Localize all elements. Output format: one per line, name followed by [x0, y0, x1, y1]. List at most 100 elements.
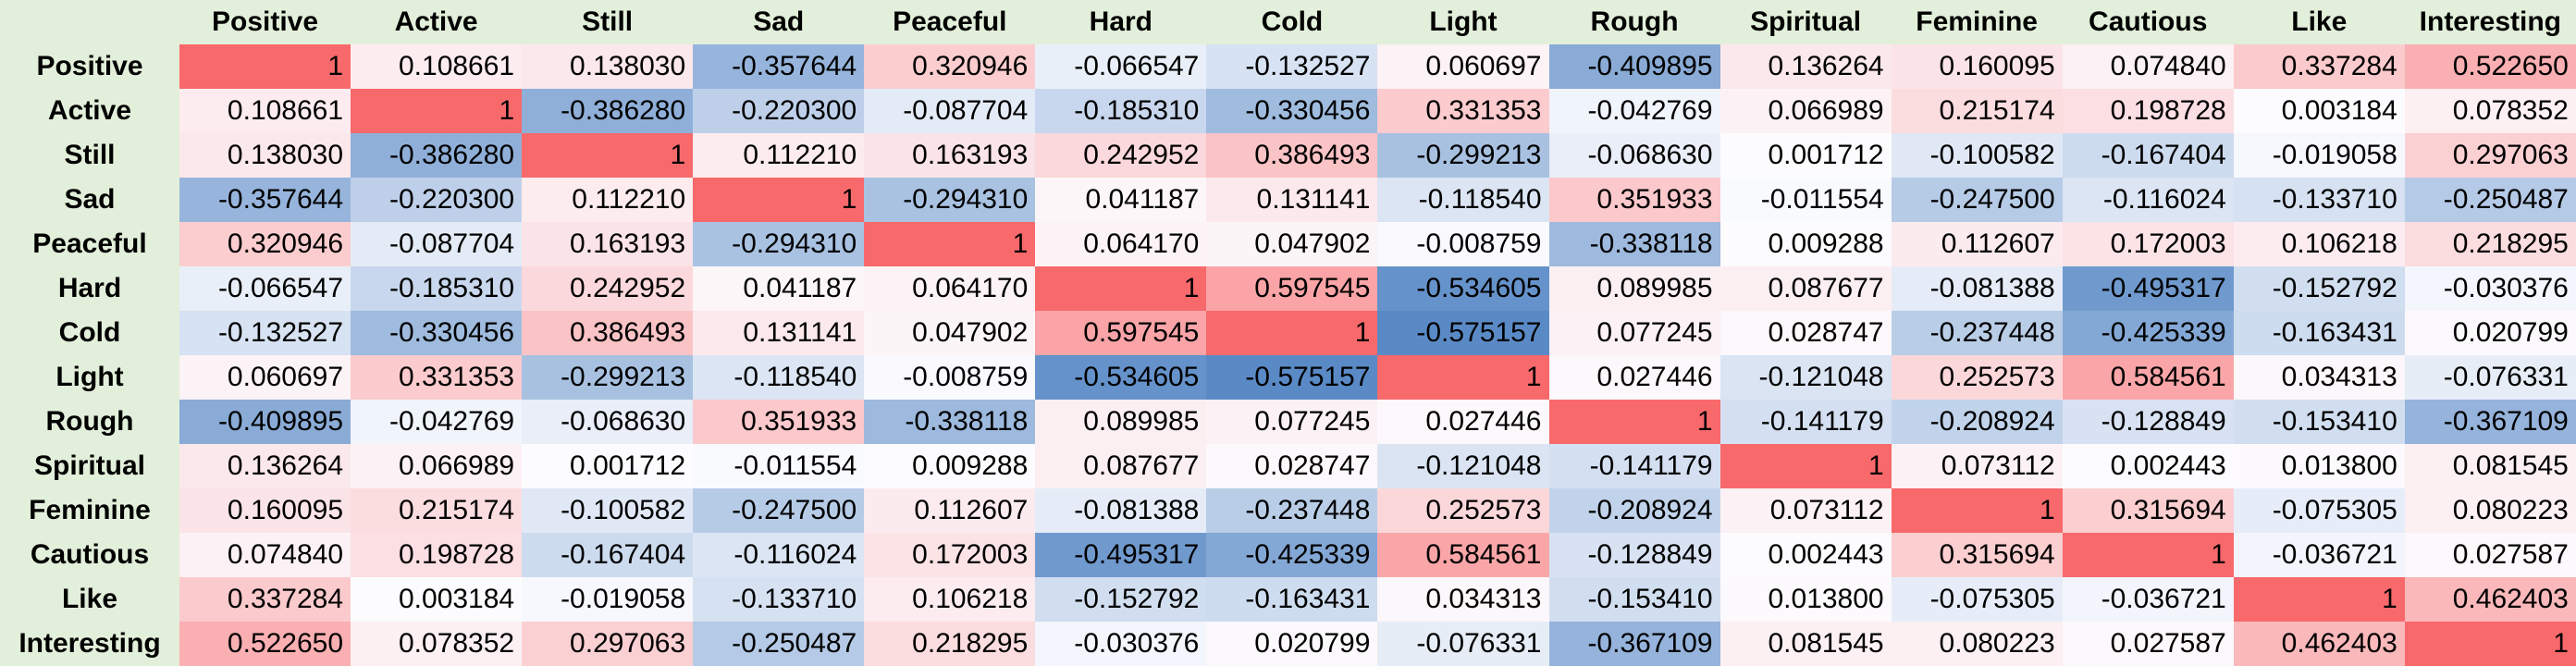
matrix-cell: 0.215174 — [351, 488, 523, 533]
matrix-cell: 0.198728 — [351, 533, 523, 577]
row-header: Feminine — [0, 488, 179, 533]
matrix-cell: 0.597545 — [1035, 311, 1207, 355]
matrix-cell: -0.163431 — [1206, 577, 1378, 622]
matrix-cell: -0.121048 — [1377, 444, 1549, 488]
matrix-cell: 0.073112 — [1891, 444, 2063, 488]
matrix-cell: -0.386280 — [522, 89, 694, 133]
matrix-cell: -0.141179 — [1719, 400, 1892, 444]
matrix-cell: 0.060697 — [1377, 44, 1549, 89]
matrix-cell: 1 — [351, 89, 523, 133]
matrix-cell: -0.100582 — [522, 488, 694, 533]
matrix-cell: 0.297063 — [2404, 133, 2576, 178]
matrix-cell: -0.299213 — [522, 355, 694, 400]
column-header: Sad — [693, 0, 865, 44]
matrix-cell: -0.075305 — [2233, 488, 2405, 533]
matrix-cell: -0.011554 — [1719, 178, 1892, 222]
matrix-cell: -0.081388 — [1035, 488, 1207, 533]
matrix-cell: -0.087704 — [864, 89, 1036, 133]
matrix-cell: -0.338118 — [1548, 222, 1720, 266]
matrix-cell: -0.534605 — [1035, 355, 1207, 400]
matrix-cell: 0.002443 — [1719, 533, 1892, 577]
matrix-cell: 1 — [1719, 444, 1892, 488]
column-header: Cold — [1206, 0, 1378, 44]
row-header: Still — [0, 133, 179, 178]
matrix-cell: 0.087677 — [1719, 266, 1892, 311]
matrix-cell: 0.131141 — [693, 311, 865, 355]
matrix-cell: 0.136264 — [1719, 44, 1892, 89]
matrix-cell: -0.575157 — [1206, 355, 1378, 400]
matrix-cell: 0.138030 — [522, 44, 694, 89]
matrix-cell: -0.132527 — [1206, 44, 1378, 89]
column-header: Cautious — [2062, 0, 2234, 44]
matrix-cell: 0.198728 — [2062, 89, 2234, 133]
matrix-cell: 0.087677 — [1035, 444, 1207, 488]
matrix-cell: 0.462403 — [2233, 622, 2405, 666]
matrix-cell: -0.066547 — [179, 266, 351, 311]
column-header: Positive — [179, 0, 351, 44]
matrix-cell: 0.028747 — [1719, 311, 1892, 355]
matrix-cell: 0.331353 — [1377, 89, 1549, 133]
row-header: Peaceful — [0, 222, 179, 266]
matrix-cell: 0.080223 — [2404, 488, 2576, 533]
matrix-cell: 0.047902 — [864, 311, 1036, 355]
matrix-cell: 0.009288 — [1719, 222, 1892, 266]
matrix-cell: 0.112210 — [693, 133, 865, 178]
matrix-cell: 0.066989 — [1719, 89, 1892, 133]
matrix-cell: 0.001712 — [522, 444, 694, 488]
matrix-cell: 0.522650 — [2404, 44, 2576, 89]
matrix-cell: 1 — [693, 178, 865, 222]
matrix-cell: 0.320946 — [864, 44, 1036, 89]
matrix-cell: -0.118540 — [693, 355, 865, 400]
matrix-cell: -0.008759 — [864, 355, 1036, 400]
matrix-cell: 0.597545 — [1206, 266, 1378, 311]
matrix-cell: 1 — [1891, 488, 2063, 533]
matrix-cell: -0.132527 — [179, 311, 351, 355]
matrix-cell: 0.078352 — [351, 622, 523, 666]
matrix-cell: -0.152792 — [2233, 266, 2405, 311]
matrix-cell: 0.252573 — [1377, 488, 1549, 533]
matrix-cell: -0.008759 — [1377, 222, 1549, 266]
matrix-cell: 0.080223 — [1891, 622, 2063, 666]
matrix-cell: 0.089985 — [1548, 266, 1720, 311]
matrix-cell: -0.133710 — [2233, 178, 2405, 222]
matrix-cell: -0.019058 — [2233, 133, 2405, 178]
matrix-cell: 0.013800 — [2233, 444, 2405, 488]
matrix-cell: 0.160095 — [1891, 44, 2063, 89]
matrix-cell: 0.112607 — [864, 488, 1036, 533]
matrix-cell: 1 — [2233, 577, 2405, 622]
matrix-cell: -0.294310 — [864, 178, 1036, 222]
matrix-cell: 0.172003 — [2062, 222, 2234, 266]
matrix-cell: 0.047902 — [1206, 222, 1378, 266]
matrix-cell: -0.330456 — [1206, 89, 1378, 133]
row-header: Cold — [0, 311, 179, 355]
column-header: Spiritual — [1719, 0, 1892, 44]
matrix-cell: 0.106218 — [2233, 222, 2405, 266]
matrix-cell: -0.030376 — [2404, 266, 2576, 311]
matrix-cell: 0.081545 — [1719, 622, 1892, 666]
matrix-cell: -0.019058 — [522, 577, 694, 622]
matrix-cell: -0.081388 — [1891, 266, 2063, 311]
matrix-cell: 0.108661 — [351, 44, 523, 89]
matrix-cell: 0.160095 — [179, 488, 351, 533]
matrix-cell: -0.036721 — [2233, 533, 2405, 577]
row-header: Positive — [0, 44, 179, 89]
matrix-cell: 0.001712 — [1719, 133, 1892, 178]
matrix-cell: -0.167404 — [2062, 133, 2234, 178]
matrix-cell: 0.131141 — [1206, 178, 1378, 222]
matrix-cell: -0.247500 — [1891, 178, 2063, 222]
matrix-cell: 0.041187 — [1035, 178, 1207, 222]
matrix-cell: 0.163193 — [522, 222, 694, 266]
matrix-cell: 0.112607 — [1891, 222, 2063, 266]
matrix-cell: -0.367109 — [2404, 400, 2576, 444]
matrix-cell: 0.027587 — [2404, 533, 2576, 577]
matrix-cell: -0.121048 — [1719, 355, 1892, 400]
matrix-cell: -0.338118 — [864, 400, 1036, 444]
matrix-cell: 0.112210 — [522, 178, 694, 222]
matrix-cell: 0.002443 — [2062, 444, 2234, 488]
column-header: Hard — [1035, 0, 1207, 44]
matrix-cell: -0.128849 — [2062, 400, 2234, 444]
matrix-cell: -0.118540 — [1377, 178, 1549, 222]
matrix-cell: 0.081545 — [2404, 444, 2576, 488]
matrix-cell: 0.003184 — [2233, 89, 2405, 133]
